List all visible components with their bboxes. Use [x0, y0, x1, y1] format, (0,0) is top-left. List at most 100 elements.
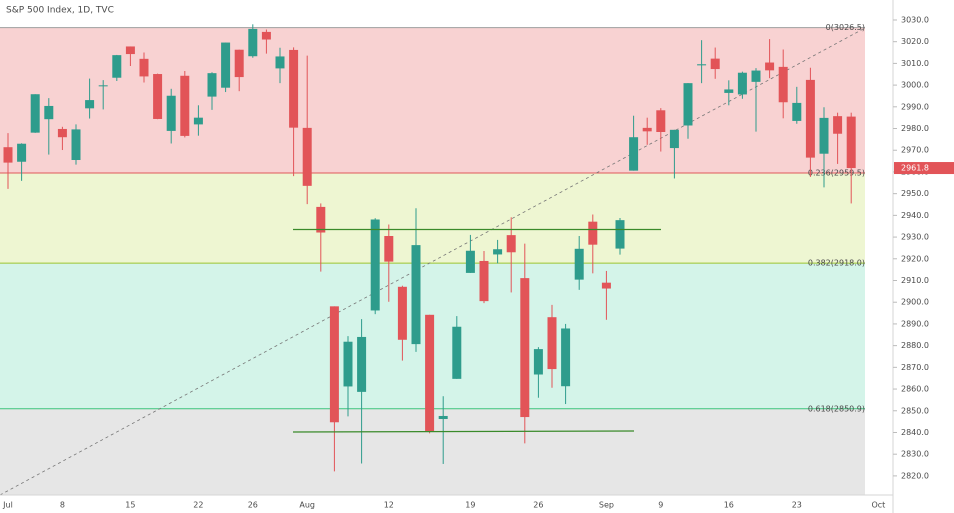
- candle-body: [139, 58, 149, 77]
- candle-body: [329, 306, 339, 423]
- candle-body: [17, 143, 27, 162]
- last-price-label: 2961.8: [901, 164, 929, 173]
- candle-body: [601, 282, 611, 289]
- x-tick-label: 19: [465, 501, 475, 510]
- candle-body: [85, 100, 95, 109]
- candle-body: [221, 42, 231, 88]
- candle-body: [166, 95, 176, 131]
- candle-body: [411, 245, 421, 345]
- candle-body: [261, 31, 271, 40]
- candle-body: [629, 137, 639, 171]
- y-tick-label: 3010.0: [901, 59, 929, 68]
- fib-zones: 0(3026.5) 0.236(2959.5) 0.382(2918.0) 0.618…: [0, 23, 865, 495]
- candle-body: [506, 235, 516, 253]
- candle-body: [248, 28, 258, 57]
- candle-body: [44, 105, 54, 120]
- y-tick-label: 2850.0: [901, 406, 929, 415]
- candle-body: [275, 56, 285, 69]
- candle-body: [343, 341, 353, 387]
- candle-body: [112, 55, 122, 78]
- candle-body: [465, 250, 475, 273]
- x-tick-label: 26: [533, 501, 543, 510]
- y-tick-label: 2930.0: [901, 233, 929, 242]
- candle-body: [615, 220, 625, 249]
- x-tick-label: 12: [384, 501, 394, 510]
- candle-body: [493, 249, 503, 255]
- candle-body: [656, 110, 666, 132]
- fib-level-label: 0(3026.5): [826, 23, 865, 32]
- candle-body: [574, 248, 584, 280]
- candle-body: [724, 89, 734, 93]
- y-tick-label: 2900.0: [901, 298, 929, 307]
- candle-body: [751, 70, 761, 82]
- y-tick-label: 3020.0: [901, 37, 929, 46]
- candle-body: [125, 46, 135, 55]
- y-tick-label: 2980.0: [901, 124, 929, 133]
- candle-body: [846, 116, 856, 169]
- axes: 2820.0 2830.0 2840.0 2850.0 2860.0 2870.0 2880…: [2, 15, 954, 510]
- candle-body: [833, 116, 843, 134]
- y-tick-label: 2890.0: [901, 319, 929, 328]
- y-tick-label: 2910.0: [901, 276, 929, 285]
- candle-body: [3, 147, 13, 163]
- candle-body: [57, 128, 67, 138]
- y-tick-label: 2870.0: [901, 363, 929, 372]
- candle-body: [792, 102, 802, 121]
- candle-body: [193, 117, 203, 125]
- x-tick-label: 8: [60, 501, 65, 510]
- candle-body: [588, 221, 598, 245]
- candle-body: [425, 314, 435, 432]
- candle-body: [805, 79, 815, 158]
- candle-body: [370, 219, 380, 311]
- candle-body: [683, 83, 693, 126]
- y-tick-label: 2920.0: [901, 254, 929, 263]
- fib-zone: [0, 27, 865, 174]
- x-tick-label: Oct: [871, 501, 885, 510]
- x-tick-label: 22: [193, 501, 203, 510]
- x-tick-label: 23: [792, 501, 802, 510]
- candle-body: [357, 336, 367, 392]
- y-tick-label: 3000.0: [901, 81, 929, 90]
- support-line: [292, 430, 635, 433]
- candle-body: [642, 127, 652, 132]
- candle-body: [384, 235, 394, 262]
- candle-body: [30, 94, 40, 133]
- candle-body: [737, 72, 747, 95]
- candle-body: [289, 49, 299, 128]
- y-tick-label: 2940.0: [901, 211, 929, 220]
- candle-body: [520, 278, 530, 418]
- candle-body: [669, 129, 679, 149]
- y-tick-label: 2950.0: [901, 189, 929, 198]
- y-tick-label: 2820.0: [901, 471, 929, 480]
- candle-body: [561, 328, 571, 387]
- candle-body: [71, 129, 81, 161]
- y-tick-label: 2880.0: [901, 341, 929, 350]
- candle-body: [819, 117, 829, 154]
- x-tick-label: 9: [658, 501, 663, 510]
- fib-zone: [0, 173, 865, 264]
- x-tick-label: Sep: [599, 501, 614, 510]
- last-price-tag: [894, 162, 954, 175]
- candle-body: [479, 260, 489, 302]
- fib-level-label: 0.236(2959.5): [808, 169, 865, 178]
- x-tick-label: 26: [248, 501, 258, 510]
- y-tick-label: 2840.0: [901, 428, 929, 437]
- chart-title: S&P 500 Index, 1D, TVC: [6, 6, 114, 16]
- candle-body: [438, 415, 448, 420]
- fib-level-label: 0.382(2918.0): [808, 259, 865, 268]
- candle-body: [697, 64, 707, 66]
- candle-body: [180, 75, 190, 136]
- x-tick-label: 15: [125, 501, 135, 510]
- candles: [3, 24, 856, 472]
- candle-body: [778, 66, 788, 103]
- candle-body: [765, 62, 775, 71]
- y-tick-label: 2860.0: [901, 385, 929, 394]
- x-tick-label: 16: [724, 501, 734, 510]
- x-tick-label: Aug: [299, 501, 315, 510]
- fib-trend-line: [0, 27, 866, 496]
- y-tick-label: 2830.0: [901, 450, 929, 459]
- fib-level-label: 0.618(2850.9): [808, 404, 865, 413]
- candle-body: [207, 73, 217, 97]
- candle-body: [547, 317, 557, 370]
